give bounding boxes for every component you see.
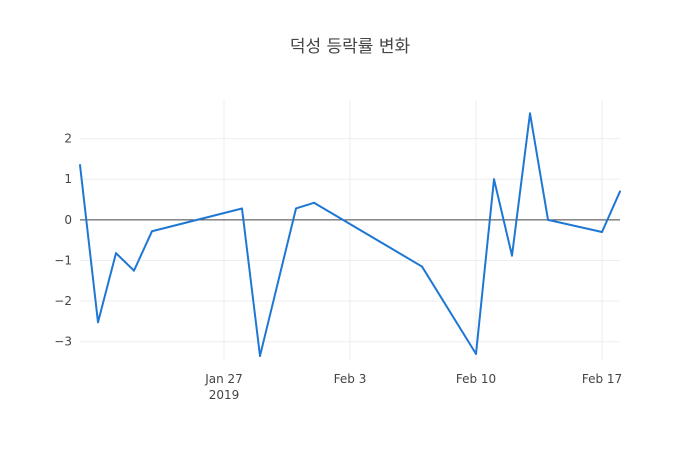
x-tick-label: Feb 10: [456, 372, 496, 386]
y-tick-label: −3: [54, 335, 72, 349]
y-tick-label: 0: [64, 213, 72, 227]
data-point: [115, 252, 117, 255]
data-point: [313, 201, 315, 204]
chart-title: 덕성 등락률 변화: [289, 37, 411, 57]
x-tick-label: Feb 17: [582, 372, 622, 386]
y-tick-label: 2: [64, 132, 72, 146]
data-point: [241, 207, 243, 210]
axes: 2 1 0 −1 −2 −3 Jan 27 2019 Feb 3 Feb 10 Feb 17: [54, 132, 622, 402]
y-tick-label: −1: [54, 253, 72, 267]
x-tick-label: Feb 3: [334, 372, 367, 386]
data-point: [295, 207, 297, 210]
data-point: [421, 265, 423, 268]
data-point: [601, 231, 603, 234]
data-point: [619, 190, 621, 193]
data-point: [133, 269, 135, 272]
grid: [80, 100, 620, 360]
data-point: [547, 218, 549, 221]
data-point: [475, 352, 477, 355]
series-layer: [79, 112, 621, 357]
x-tick-label: Jan 27: [204, 372, 243, 386]
data-point: [493, 178, 495, 181]
data-point: [511, 254, 513, 257]
data-point: [529, 112, 531, 115]
x-tick-sublabel: 2019: [209, 388, 240, 402]
data-point: [97, 321, 99, 324]
data-point: [151, 230, 153, 233]
data-point: [79, 164, 81, 166]
data-point: [259, 354, 261, 357]
y-tick-label: 1: [64, 172, 72, 186]
y-tick-label: −2: [54, 294, 72, 308]
